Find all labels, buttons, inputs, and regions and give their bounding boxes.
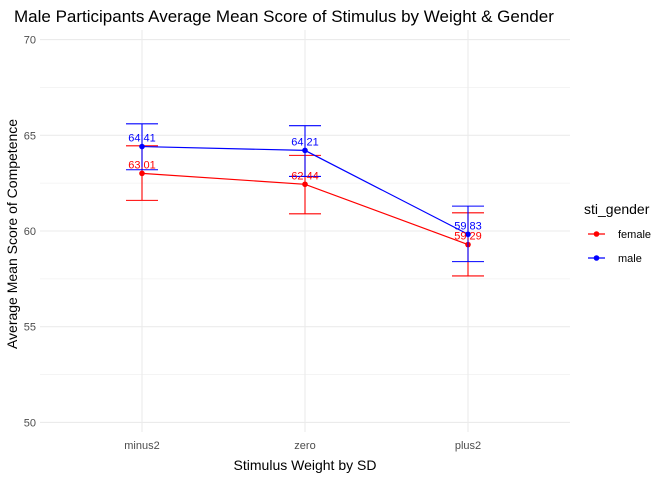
- data-label: 59.29: [454, 231, 482, 243]
- legend-label: female: [618, 229, 651, 241]
- data-label: 59.83: [454, 220, 482, 232]
- grid-layer: [40, 30, 570, 432]
- legend-item-male: male: [588, 253, 642, 265]
- data-label: 64.21: [291, 136, 319, 148]
- data-label: 64.41: [128, 133, 156, 145]
- data-label: 63.01: [128, 159, 156, 171]
- data-point: [302, 181, 308, 188]
- data-point: [302, 147, 308, 154]
- data-point: [465, 231, 471, 238]
- series-layer: [126, 123, 484, 277]
- legend-item-female: female: [588, 229, 651, 241]
- x-tick-label: zero: [294, 440, 315, 452]
- legend-title: sti_gender: [584, 201, 650, 217]
- data-point: [139, 143, 145, 150]
- data-label-layer: 63.01 62.44 59.29 64.41 64.21 59.83: [128, 133, 482, 243]
- legend-key-point: [593, 231, 600, 237]
- chart-title: Male Participants Average Mean Score of …: [14, 7, 554, 26]
- axis-layer: 50 55 60 65 70 minus2 zero plus2: [24, 35, 481, 452]
- series-male: [126, 123, 484, 263]
- legend-label: male: [618, 253, 642, 265]
- x-tick-label: minus2: [124, 440, 159, 452]
- y-tick-label: 65: [24, 130, 36, 142]
- x-tick-label: plus2: [455, 440, 481, 452]
- data-point: [139, 170, 145, 177]
- y-tick-label: 60: [24, 226, 36, 238]
- y-tick-label: 55: [24, 322, 36, 334]
- legend: sti_gender female male: [584, 201, 651, 265]
- legend-key-point: [593, 255, 600, 261]
- data-label: 62.44: [291, 170, 319, 182]
- y-tick-label: 50: [24, 417, 36, 429]
- y-tick-label: 70: [24, 35, 36, 47]
- y-axis-title: Average Mean Score of Competence: [4, 119, 20, 349]
- x-axis-title: Stimulus Weight by SD: [234, 457, 377, 473]
